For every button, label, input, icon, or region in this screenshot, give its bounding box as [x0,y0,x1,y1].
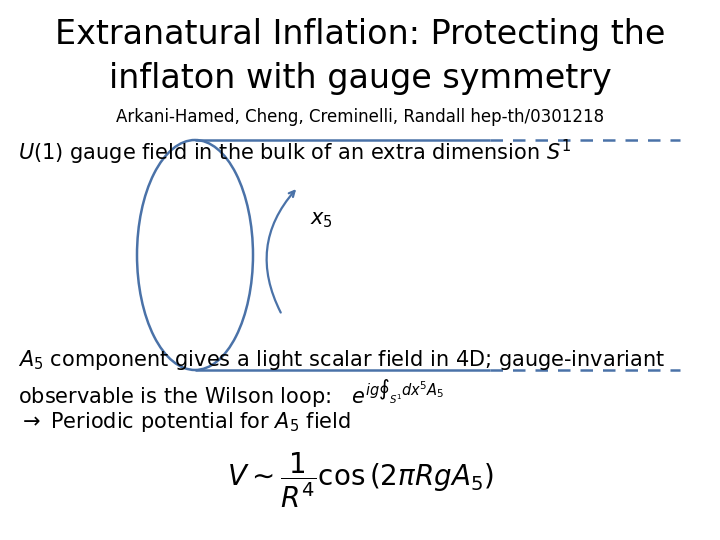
Text: observable is the Wilson loop:   $e^{ig \oint_{S^1} dx^5 A_5}$: observable is the Wilson loop: $e^{ig \o… [18,378,444,410]
Text: $V \sim \dfrac{1}{R^4} \cos\left(2\pi R g A_5\right)$: $V \sim \dfrac{1}{R^4} \cos\left(2\pi R … [227,450,493,510]
Text: $U$(1) gauge field in the bulk of an extra dimension $S^1$: $U$(1) gauge field in the bulk of an ext… [18,138,571,167]
Text: $x_5$: $x_5$ [310,210,333,230]
Text: $\rightarrow$ Periodic potential for $A_5$ field: $\rightarrow$ Periodic potential for $A_… [18,410,351,434]
Text: inflaton with gauge symmetry: inflaton with gauge symmetry [109,62,611,95]
Text: Arkani-Hamed, Cheng, Creminelli, Randall hep-th/0301218: Arkani-Hamed, Cheng, Creminelli, Randall… [116,108,604,126]
Text: Extranatural Inflation: Protecting the: Extranatural Inflation: Protecting the [55,18,665,51]
Text: $A_5$ component gives a light scalar field in 4D; gauge-invariant: $A_5$ component gives a light scalar fie… [18,348,665,372]
